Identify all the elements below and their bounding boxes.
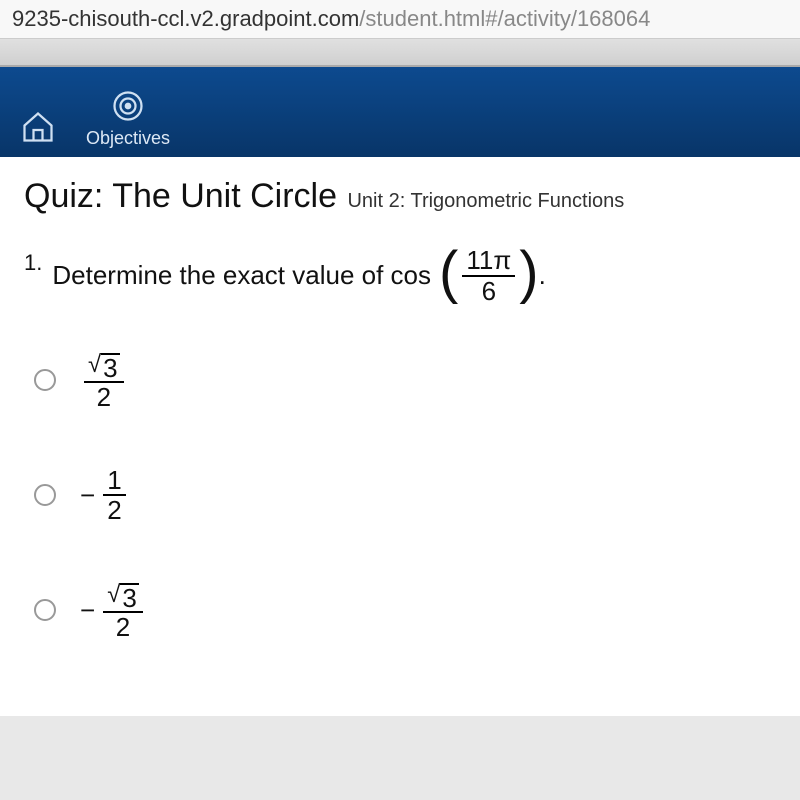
url-bar[interactable]: 9235-chisouth-ccl.v2.gradpoint.com/stude…: [0, 0, 800, 39]
option-2-math: − 1 2: [80, 466, 130, 525]
url-host: 9235-chisouth-ccl.v2.gradpoint.com: [12, 6, 359, 31]
nav-objectives[interactable]: Objectives: [86, 88, 170, 157]
toolbar-spacer: [0, 39, 800, 67]
option-3[interactable]: − √3 2: [34, 579, 776, 642]
nav-header: Objectives: [0, 67, 800, 157]
home-icon: [20, 109, 56, 145]
radio-icon: [34, 484, 56, 506]
option-3-math: − √3 2: [80, 579, 147, 642]
radio-icon: [34, 369, 56, 391]
nav-objectives-label: Objectives: [86, 128, 170, 149]
options-list: √3 2 − 1 2 − √3: [24, 349, 776, 641]
radio-icon: [34, 599, 56, 621]
question-block: 1. Determine the exact value of cos ( 11…: [24, 246, 776, 305]
frac-num: 11π: [462, 246, 515, 277]
question-number: 1.: [24, 250, 42, 276]
content-area: Quiz: The Unit Circle Unit 2: Trigonomet…: [0, 157, 800, 716]
option-2[interactable]: − 1 2: [34, 466, 776, 525]
question-fraction: 11π 6: [462, 246, 515, 305]
frac-den: 6: [478, 277, 500, 306]
right-paren: ): [519, 250, 538, 296]
nav-home[interactable]: [20, 109, 56, 157]
target-icon: [110, 88, 146, 124]
option-1-math: √3 2: [80, 349, 128, 412]
quiz-subtitle: Unit 2: Trigonometric Functions: [347, 190, 624, 212]
question-text-before: Determine the exact value of cos: [52, 260, 431, 291]
title-row: Quiz: The Unit Circle Unit 2: Trigonomet…: [24, 177, 776, 216]
quiz-title: Quiz: The Unit Circle: [24, 177, 337, 215]
url-path: /student.html#/activity/168064: [359, 6, 650, 31]
question-text: Determine the exact value of cos ( 11π 6…: [52, 246, 545, 305]
question-text-after: .: [539, 260, 546, 291]
left-paren: (: [439, 250, 458, 296]
option-1[interactable]: √3 2: [34, 349, 776, 412]
